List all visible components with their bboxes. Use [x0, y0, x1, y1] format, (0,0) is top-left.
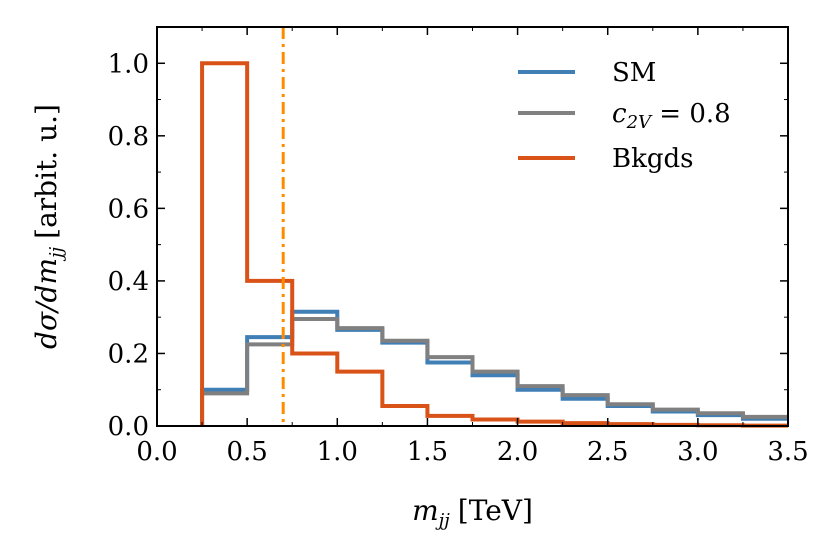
x-tick-label: 2.0	[497, 437, 538, 467]
y-tick-label: 0.6	[108, 194, 149, 224]
y-tick-label: 0.2	[108, 339, 149, 369]
x-axis-title: mjj [TeV]	[412, 494, 533, 531]
y-tick-label: 1.0	[108, 49, 149, 79]
y-tick-label: 0.4	[108, 267, 149, 297]
x-tick-label: 1.0	[317, 437, 358, 467]
x-tick-label: 0.5	[226, 437, 267, 467]
ticks-layer: 0.0 0.5 1.0 1.5 2.0 2.5 3.0 3.5 0.0 0.2 0.4 0.6 0.8 1…	[108, 26, 809, 467]
legend-label-bkgds: Bkgds	[612, 144, 694, 174]
series-layer	[200, 61, 788, 428]
x-tick-label: 3.0	[677, 437, 718, 467]
series-bkgds-step-line	[200, 61, 788, 428]
legend: SM c2V = 0.8 Bkgds	[518, 58, 731, 174]
x-tick-label: 0.0	[136, 437, 177, 467]
x-tick-label: 2.5	[587, 437, 628, 467]
y-axis-title: dσ/dmjj[arbit. u.]	[30, 104, 67, 349]
x-tick-label: 1.5	[407, 437, 448, 467]
y-tick-label: 0.8	[108, 122, 149, 152]
series-sm-step-line	[200, 309, 788, 426]
legend-label-c2v-0-8: c2V = 0.8	[612, 99, 731, 133]
x-tick-label: 3.5	[767, 437, 808, 467]
y-tick-label: 0.0	[108, 412, 149, 442]
series-c2v-0-8-step-line	[200, 316, 788, 426]
legend-label-sm: SM	[612, 58, 656, 88]
